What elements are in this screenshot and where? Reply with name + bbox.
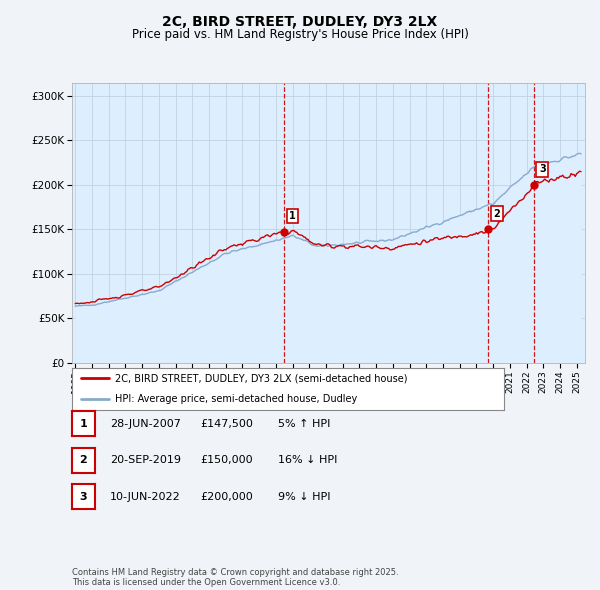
Text: 16% ↓ HPI: 16% ↓ HPI (278, 455, 337, 465)
Text: 2C, BIRD STREET, DUDLEY, DY3 2LX (semi-detached house): 2C, BIRD STREET, DUDLEY, DY3 2LX (semi-d… (115, 373, 408, 383)
Text: Price paid vs. HM Land Registry's House Price Index (HPI): Price paid vs. HM Land Registry's House … (131, 28, 469, 41)
Text: 3: 3 (539, 164, 545, 174)
Text: 2C, BIRD STREET, DUDLEY, DY3 2LX: 2C, BIRD STREET, DUDLEY, DY3 2LX (163, 15, 437, 29)
Text: 28-JUN-2007: 28-JUN-2007 (110, 419, 181, 428)
Text: 9% ↓ HPI: 9% ↓ HPI (278, 492, 330, 502)
Text: 20-SEP-2019: 20-SEP-2019 (110, 455, 181, 465)
Text: 1: 1 (80, 419, 87, 428)
Text: HPI: Average price, semi-detached house, Dudley: HPI: Average price, semi-detached house,… (115, 395, 358, 404)
Text: 2: 2 (80, 455, 87, 465)
Text: 5% ↑ HPI: 5% ↑ HPI (278, 419, 330, 428)
Text: 10-JUN-2022: 10-JUN-2022 (110, 492, 181, 502)
Text: £150,000: £150,000 (200, 455, 253, 465)
Text: Contains HM Land Registry data © Crown copyright and database right 2025.
This d: Contains HM Land Registry data © Crown c… (72, 568, 398, 587)
Text: 1: 1 (289, 211, 296, 221)
Text: 2: 2 (493, 209, 500, 219)
Text: 3: 3 (80, 492, 87, 502)
Text: £200,000: £200,000 (200, 492, 253, 502)
Text: £147,500: £147,500 (200, 419, 253, 428)
